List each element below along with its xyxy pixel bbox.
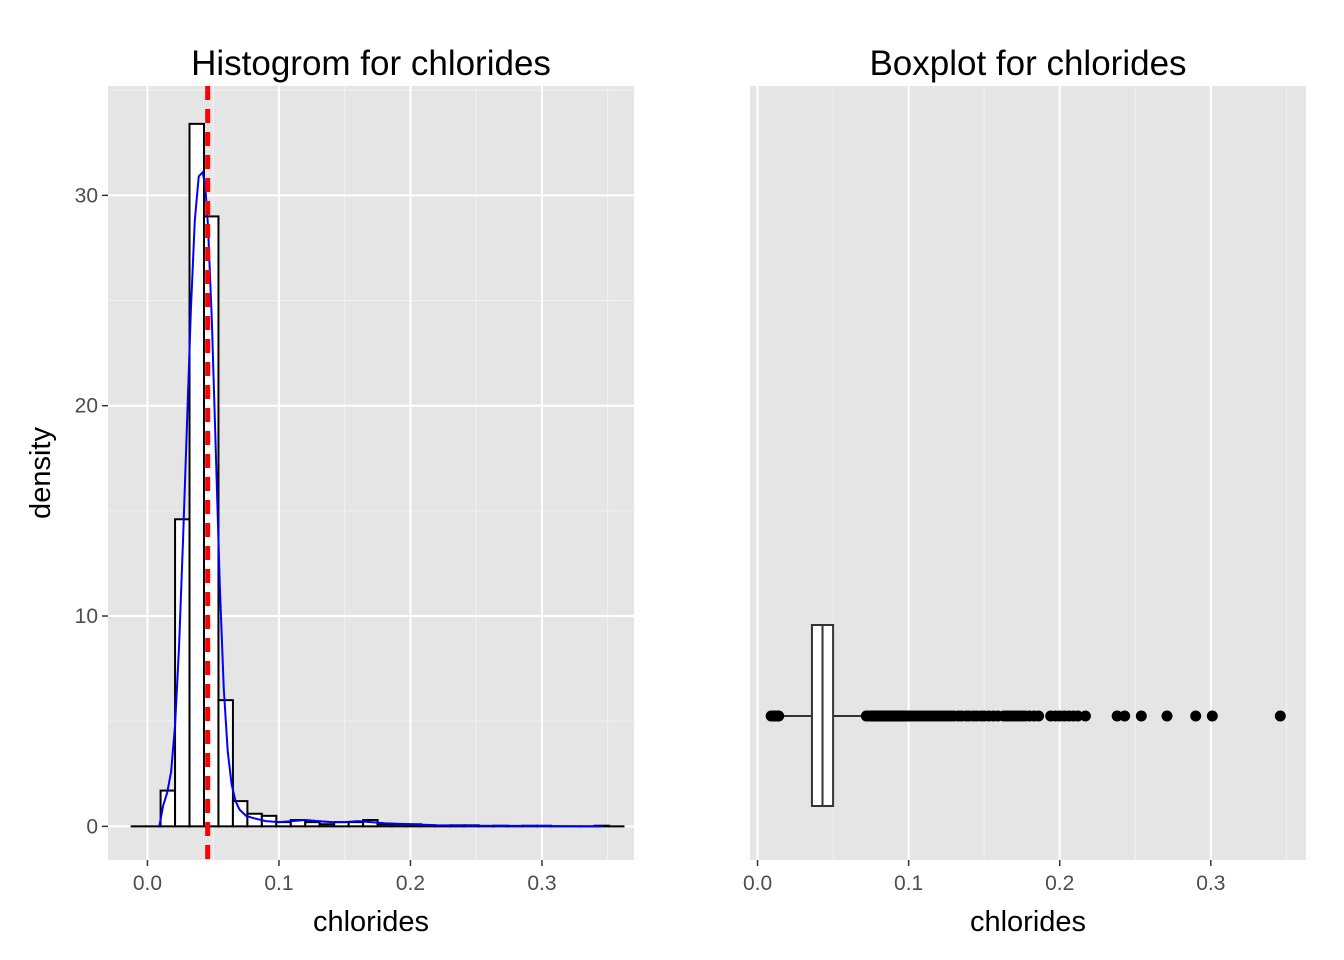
boxplot-outlier-point: [1111, 710, 1123, 722]
boxplot-x-tick-label: 0.1: [894, 872, 923, 895]
boxplot-outlier-point: [1072, 710, 1084, 722]
boxplot-x-tick-label: 0.2: [1045, 872, 1074, 895]
histogram-bar: [304, 821, 321, 828]
boxplot-outlier-point: [1119, 710, 1131, 722]
boxplot-x-tick-label: 0.0: [743, 872, 772, 895]
histogram-title: Histogrom for chlorides: [191, 44, 551, 83]
boxplot-outlier-point: [1161, 710, 1173, 722]
histogram-x-ticks: 0.0 0.1 0.2 0.3: [133, 860, 557, 895]
histogram-bar: [318, 823, 336, 828]
histogram-y-axis-label: density: [25, 427, 57, 519]
histogram-y-tick-label: 20: [75, 395, 98, 418]
histogram-bars: [130, 122, 625, 828]
boxplot-plot-background: [750, 86, 1306, 860]
histogram-bar: [188, 122, 205, 828]
histogram-y-tick-label: 30: [75, 184, 98, 207]
boxplot-outlier-point: [773, 710, 785, 722]
histogram-x-axis-label: chlorides: [313, 906, 429, 938]
histogram-y-tick-label: 0: [86, 815, 98, 838]
histogram-bar: [376, 823, 394, 828]
boxplot-outlier-point: [1274, 710, 1286, 722]
boxplot-body: [771, 624, 865, 807]
histogram-grid: [108, 86, 634, 860]
boxplot-x-tick-label: 0.3: [1196, 872, 1225, 895]
histogram-x-tick-label: 0.2: [396, 872, 425, 895]
histogram-y-ticks: 0 10 20 30: [75, 184, 108, 838]
boxplot-title: Boxplot for chlorides: [869, 44, 1186, 83]
histogram-x-tick-label: 0.1: [264, 872, 293, 895]
boxplot-outlier-point: [1206, 710, 1218, 722]
density-curve-line: [158, 170, 603, 828]
boxplot-outlier-point: [1033, 710, 1045, 722]
histogram-bar: [217, 699, 234, 828]
boxplot-x-ticks: 0.0 0.1 0.2 0.3: [743, 860, 1225, 895]
histogram-x-tick-label: 0.0: [133, 872, 162, 895]
histogram-x-tick-label: 0.3: [527, 872, 556, 895]
histogram-bar: [347, 821, 365, 828]
boxplot-outlier-point: [1135, 710, 1147, 722]
histogram-y-tick-label: 10: [75, 605, 98, 628]
boxplot-outliers: [765, 710, 1286, 722]
histogram-density-curve: [158, 170, 603, 828]
boxplot-outlier-point: [1079, 710, 1091, 722]
boxplot-x-axis-label: chlorides: [970, 906, 1086, 938]
boxplot-panel: Boxplot for chlorides 0.0 0.1 0.2 0.3 chlor…: [743, 44, 1306, 938]
boxplot-outlier-point: [1190, 710, 1202, 722]
